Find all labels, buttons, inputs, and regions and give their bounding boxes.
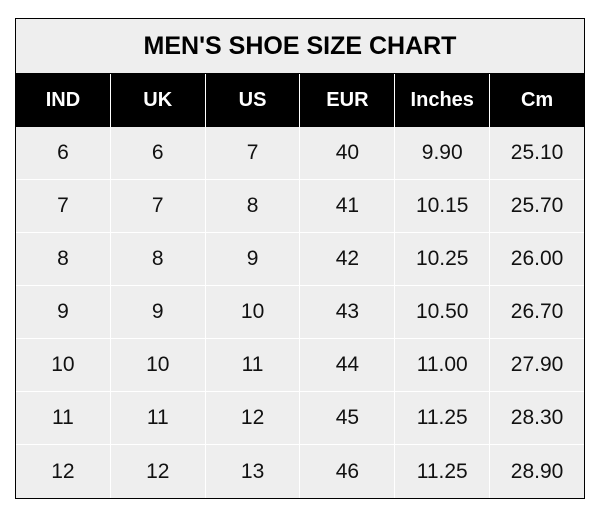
table-cell-cm: 26.70 [490,286,584,339]
table-cell-uk: 7 [110,180,206,233]
column-header-eur: EUR [300,74,396,127]
table-cell-inches: 11.25 [395,392,491,445]
table-cell-cm: 25.10 [490,127,584,180]
table-cell-cm: 28.30 [490,392,584,445]
table-title: MEN'S SHOE SIZE CHART [16,19,584,74]
table-cell-ind: 9 [16,286,111,339]
table-cell-us: 12 [205,392,301,445]
table-cell-uk: 6 [110,127,206,180]
table-cell-eur: 45 [300,392,396,445]
table-cell-inches: 11.00 [395,339,491,392]
table-cell-eur: 42 [300,233,396,286]
table-cell-inches: 11.25 [395,445,491,498]
table-cell-inches: 9.90 [395,127,491,180]
table-row: 6 6 7 40 9.90 25.10 [16,127,584,180]
table-cell-uk: 12 [111,445,206,498]
table-row: 9 9 10 43 10.50 26.70 [16,286,584,339]
table-cell-ind: 8 [16,233,111,286]
table-cell-us: 9 [205,233,301,286]
table-cell-ind: 6 [16,127,111,180]
table-cell-ind: 12 [16,445,111,498]
table-cell-uk: 9 [110,286,206,339]
table-row: 7 7 8 41 10.15 25.70 [16,180,584,233]
table-row: 10 10 11 44 11.00 27.90 [16,339,584,392]
table-cell-inches: 10.25 [395,233,491,286]
column-header-us: US [205,74,301,127]
table-cell-uk: 10 [110,339,206,392]
table-cell-eur: 43 [300,286,396,339]
column-header-ind: IND [16,74,111,127]
table-cell-us: 13 [206,445,301,498]
table-cell-us: 11 [205,339,301,392]
table-cell-ind: 11 [16,392,111,445]
table-cell-eur: 40 [300,127,396,180]
table-cell-ind: 7 [16,180,111,233]
column-header-uk: UK [110,74,206,127]
table-cell-us: 7 [205,127,301,180]
table-cell-us: 10 [205,286,301,339]
table-body: 6 6 7 40 9.90 25.10 7 7 8 41 10.15 25.70 8 8 9 42 10.25 2… [16,127,584,498]
table-cell-uk: 11 [110,392,206,445]
table-row: 12 12 13 46 11.25 28.90 [16,445,584,498]
table-cell-cm: 25.70 [490,180,584,233]
table-cell-ind: 10 [16,339,111,392]
table-cell-eur: 46 [300,445,396,498]
table-row: 11 11 12 45 11.25 28.30 [16,392,584,445]
table-cell-eur: 44 [300,339,396,392]
table-cell-eur: 41 [300,180,396,233]
table-cell-cm: 28.90 [510,459,564,483]
table-cell-inches: 10.15 [395,180,491,233]
shoe-size-table: MEN'S SHOE SIZE CHART IND UK US EUR Inches Cm… [15,18,585,499]
table-row: 8 8 9 42 10.25 26.00 [16,233,584,286]
table-cell-cm: 27.90 [490,339,584,392]
table-cell-cm: 26.00 [490,233,584,286]
column-header-inches: Inches [395,74,491,127]
table-cell-us: 8 [205,180,301,233]
column-header-cm: Cm [490,74,584,127]
table-cell-uk: 8 [110,233,206,286]
table-cell-inches: 10.50 [395,286,491,339]
header-row: IND UK US EUR Inches Cm [16,74,584,127]
